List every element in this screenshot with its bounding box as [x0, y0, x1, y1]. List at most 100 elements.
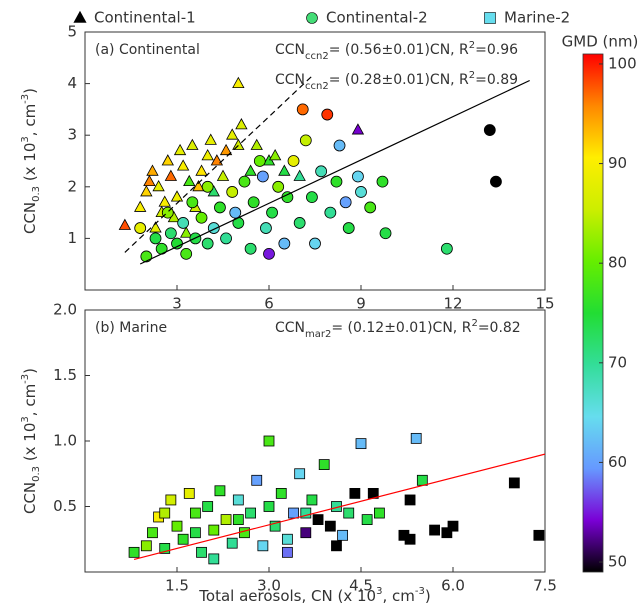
- data-point: [183, 174, 196, 187]
- plot-points: [128, 432, 545, 565]
- text-part: =0.89: [475, 72, 518, 88]
- x-axis-label: Total aerosols, CN (x 103, cm-3): [198, 586, 430, 605]
- text-part: (x 10: [21, 143, 39, 186]
- data-point: [219, 143, 233, 156]
- y-tick-label: 5: [67, 23, 77, 41]
- data-point: [272, 180, 285, 193]
- data-point: [257, 540, 269, 552]
- data-point: [204, 133, 217, 145]
- data-point: [306, 191, 318, 204]
- data-point: [294, 468, 306, 480]
- data-point: [275, 487, 287, 499]
- data-point: [232, 138, 245, 150]
- data-point: [208, 553, 220, 565]
- data-point: [171, 520, 183, 532]
- data-point: [315, 165, 328, 178]
- colorbar: [582, 53, 604, 573]
- data-point: [146, 164, 159, 176]
- data-point: [186, 138, 199, 150]
- data-point: [324, 520, 336, 532]
- data-point: [260, 222, 272, 234]
- data-point: [351, 123, 365, 135]
- text-part: = (0.28±0.01)CN, R: [329, 72, 469, 88]
- data-point: [165, 494, 177, 506]
- text-part: , cm: [21, 384, 39, 416]
- y-tick-label: 1.5: [53, 366, 77, 384]
- legend-marker: [306, 12, 318, 24]
- data-point: [447, 520, 459, 532]
- plot-points: [118, 75, 530, 265]
- colorbar-title: GMD (nm): [562, 33, 639, 51]
- data-point: [195, 164, 208, 176]
- data-point: [352, 170, 364, 183]
- data-point: [343, 507, 355, 519]
- data-point: [268, 149, 282, 161]
- data-point: [247, 196, 260, 209]
- data-point: [278, 237, 291, 250]
- data-point: [318, 459, 330, 470]
- data-point: [201, 237, 214, 250]
- text-part: CCN: [21, 482, 39, 514]
- y-axis-label: CCN0.3 (x 103, cm-3): [20, 368, 42, 514]
- legend-marker: [484, 12, 496, 24]
- data-point: [226, 128, 239, 140]
- data-point: [244, 164, 257, 176]
- fit-label: CCNccn2= (0.28±0.01)CN, R2=0.89: [275, 70, 518, 92]
- data-point: [216, 169, 230, 181]
- data-point: [250, 138, 263, 150]
- data-point: [376, 175, 389, 188]
- fit-line: [139, 79, 530, 265]
- data-point: [324, 206, 337, 219]
- data-point: [373, 507, 385, 519]
- panel-label: (a) Continental: [95, 42, 200, 58]
- data-point: [140, 540, 152, 552]
- legend-label: Continental-1: [94, 9, 196, 27]
- data-point: [229, 206, 242, 219]
- data-point: [238, 175, 251, 188]
- data-point: [189, 507, 201, 519]
- data-point: [195, 211, 208, 224]
- data-point: [147, 527, 158, 539]
- data-point: [299, 134, 312, 147]
- text-part: mar2: [305, 329, 331, 340]
- x-tick-label: 4.5: [349, 577, 373, 595]
- fit-label: CCNccn2= (0.56±0.01)CN, R2=0.96: [275, 40, 518, 62]
- text-part: 2: [469, 40, 475, 51]
- text-part: 0.3: [31, 466, 42, 482]
- data-point: [263, 435, 275, 447]
- data-point: [164, 169, 178, 181]
- data-point: [269, 520, 281, 532]
- data-point: [361, 514, 373, 525]
- data-point: [337, 529, 349, 541]
- data-point: [256, 170, 269, 183]
- text-part: 0.3: [31, 186, 42, 202]
- data-point: [416, 474, 428, 486]
- x-tick-label: 7.5: [533, 577, 557, 595]
- x-tick-label: 12: [443, 295, 462, 313]
- text-part: ): [21, 368, 39, 374]
- text-part: Total aerosols, CN (x 10: [198, 587, 376, 605]
- text-part: ): [425, 587, 431, 605]
- data-point: [404, 494, 416, 506]
- data-point: [440, 242, 453, 255]
- data-point: [161, 154, 174, 166]
- data-point: [278, 164, 291, 176]
- data-point: [296, 103, 309, 116]
- data-point: [149, 221, 162, 233]
- data-point: [177, 533, 189, 545]
- data-point: [281, 533, 293, 545]
- data-point: [364, 201, 377, 214]
- text-part: 3: [20, 416, 31, 422]
- data-point: [128, 546, 140, 558]
- data-point: [293, 169, 306, 181]
- data-point: [306, 494, 318, 506]
- data-point: [152, 179, 165, 192]
- fit-line: [124, 75, 313, 253]
- data-point: [140, 250, 153, 263]
- data-point: [330, 175, 343, 188]
- text-part: ccn2: [305, 51, 329, 62]
- text-part: 3: [20, 136, 31, 142]
- text-part: ): [21, 88, 39, 94]
- panel-label: (b) Marine: [95, 320, 167, 336]
